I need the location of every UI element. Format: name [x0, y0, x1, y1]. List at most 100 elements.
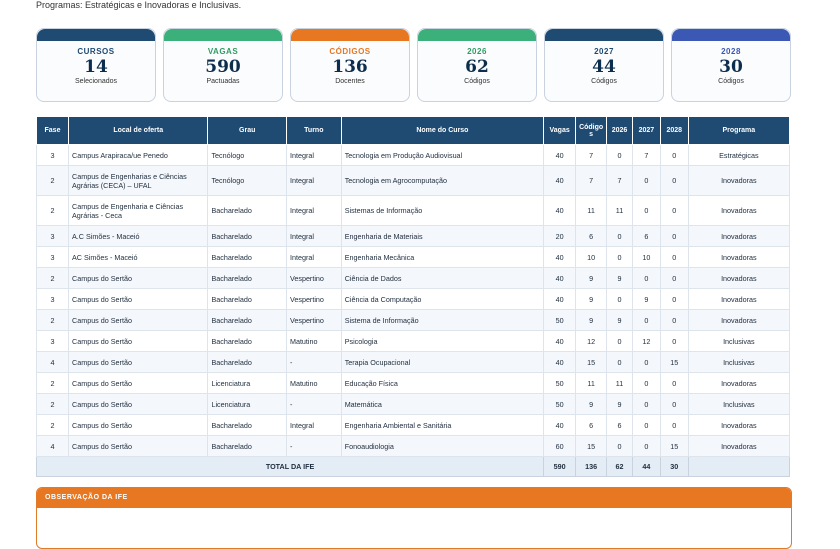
table-cell: 40 [543, 267, 577, 289]
table-cell: Inovadoras [687, 372, 791, 394]
table-cell: Inovadoras [687, 414, 791, 436]
summary-card-1: VAGAS 590 Pactuadas [163, 28, 283, 102]
table-cell: Inovadoras [687, 246, 791, 268]
card-accent-bar [164, 29, 282, 41]
table-cell: 7 [631, 144, 661, 166]
table-cell: 0 [659, 372, 689, 394]
table-cell: 9 [575, 288, 608, 310]
table-cell: Tecnologia em Agrocomputação [340, 165, 545, 196]
card-label: 2027 [594, 47, 614, 56]
table-cell: 0 [631, 267, 661, 289]
card-label: 2026 [467, 47, 487, 56]
table-cell: 9 [575, 393, 608, 415]
table-cell: Tecnólogo [207, 165, 287, 196]
total-row: TOTAL DA IFE 590 136 62 44 30 [35, 456, 791, 477]
total-2027: 44 [631, 456, 661, 477]
table-cell: Campus de Engenharias e Ciências Agrária… [68, 165, 209, 196]
table-cell: 0 [631, 372, 661, 394]
total-codigos: 136 [575, 456, 608, 477]
table-cell: 0 [606, 144, 633, 166]
table-cell: Bacharelado [207, 351, 287, 373]
table-cell: 40 [543, 288, 577, 310]
table-cell: Bacharelado [207, 414, 287, 436]
table-cell: 6 [575, 414, 608, 436]
table-cell: Terapia Ocupacional [340, 351, 545, 373]
table-cell: 2 [35, 165, 70, 196]
table-cell: Licenciatura [207, 393, 287, 415]
table-cell: 0 [631, 414, 661, 436]
table-cell: Bacharelado [207, 246, 287, 268]
table-row: 4 Campus do Sertão Bacharelado - Terapia Ocu… [35, 351, 791, 373]
card-subtitle: Códigos [718, 78, 744, 85]
table-cell: 0 [606, 330, 633, 352]
table-cell: Inovadoras [687, 309, 791, 331]
table-cell: Integral [285, 144, 342, 166]
observation-text [37, 508, 791, 520]
table-row: 2 Campus do Sertão Bacharelado Integral Enge… [35, 414, 791, 436]
table-row: 3 AC Simões - Maceió Bacharelado Integral En… [35, 246, 791, 268]
table-cell: 9 [606, 393, 633, 415]
table-cell: Integral [285, 414, 342, 436]
table-cell: - [285, 393, 342, 415]
card-label: CÓDIGOS [329, 47, 371, 56]
table-cell: 0 [659, 288, 689, 310]
table-cell: Inclusivas [687, 393, 791, 415]
table-cell: 2 [35, 393, 70, 415]
column-header: Grau [207, 116, 287, 145]
table-cell: 9 [631, 288, 661, 310]
observation-title: OBSERVAÇÃO DA IFE [37, 488, 791, 508]
table-cell: Engenharia de Materiais [340, 225, 545, 247]
card-accent-bar [672, 29, 790, 41]
table-cell: 0 [606, 435, 633, 457]
table-cell: Bacharelado [207, 225, 287, 247]
table-cell: Bacharelado [207, 309, 287, 331]
table-row: 2 Campus do Sertão Licenciatura - Matemática… [35, 393, 791, 415]
table-cell: Vespertino [285, 309, 342, 331]
card-accent-bar [545, 29, 663, 41]
card-subtitle: Códigos [464, 78, 490, 85]
column-header: Vagas [543, 116, 577, 145]
table-cell: 11 [606, 372, 633, 394]
table-cell: 0 [659, 414, 689, 436]
table-cell: Campus do Sertão [68, 372, 209, 394]
table-cell: Sistemas de Informação [340, 195, 545, 226]
table-cell: Integral [285, 195, 342, 226]
table-cell: Licenciatura [207, 372, 287, 394]
table-cell: 40 [543, 330, 577, 352]
summary-cards: CURSOS 14 Selecionados VAGAS 590 Pactuadas CÓD… [36, 28, 791, 102]
table-cell: Bacharelado [207, 330, 287, 352]
table-cell: 0 [631, 309, 661, 331]
table-cell: 0 [659, 393, 689, 415]
table-cell: 11 [575, 195, 608, 226]
table-cell: Psicologia [340, 330, 545, 352]
table-cell: 0 [631, 165, 661, 196]
card-subtitle: Pactuadas [206, 78, 240, 85]
table-cell: 0 [606, 246, 633, 268]
table-cell: 10 [631, 246, 661, 268]
table-cell: 7 [575, 165, 608, 196]
table-cell: AC Simões - Maceió [68, 246, 209, 268]
table-cell: 3 [35, 144, 70, 166]
total-vagas: 590 [543, 456, 577, 477]
table-cell: 9 [606, 309, 633, 331]
table-cell: 6 [606, 414, 633, 436]
courses-table: Fase Local de oferta Grau Turno Nome do Curs… [35, 116, 791, 477]
table-row: 2 Campus do Sertão Bacharelado Vespertino Si… [35, 309, 791, 331]
table-cell: Inovadoras [687, 435, 791, 457]
table-cell: Engenharia Ambiental e Sanitária [340, 414, 545, 436]
summary-card-5: 2028 30 Códigos [671, 28, 791, 102]
table-cell: Campus do Sertão [68, 288, 209, 310]
column-header: 2028 [659, 116, 689, 145]
table-row: 2 Campus de Engenharia e Ciências Agrária… [35, 195, 791, 226]
table-cell: Integral [285, 165, 342, 196]
table-cell: 6 [575, 225, 608, 247]
total-2028: 30 [659, 456, 689, 477]
card-value: 62 [465, 57, 489, 77]
table-cell: 4 [35, 435, 70, 457]
table-cell: Campus de Engenharia e Ciências Agrárias… [68, 195, 209, 226]
table-cell: 40 [543, 246, 577, 268]
table-cell: 0 [631, 435, 661, 457]
table-cell: 9 [575, 267, 608, 289]
card-value: 44 [592, 57, 616, 77]
table-cell: Sistema de Informação [340, 309, 545, 331]
